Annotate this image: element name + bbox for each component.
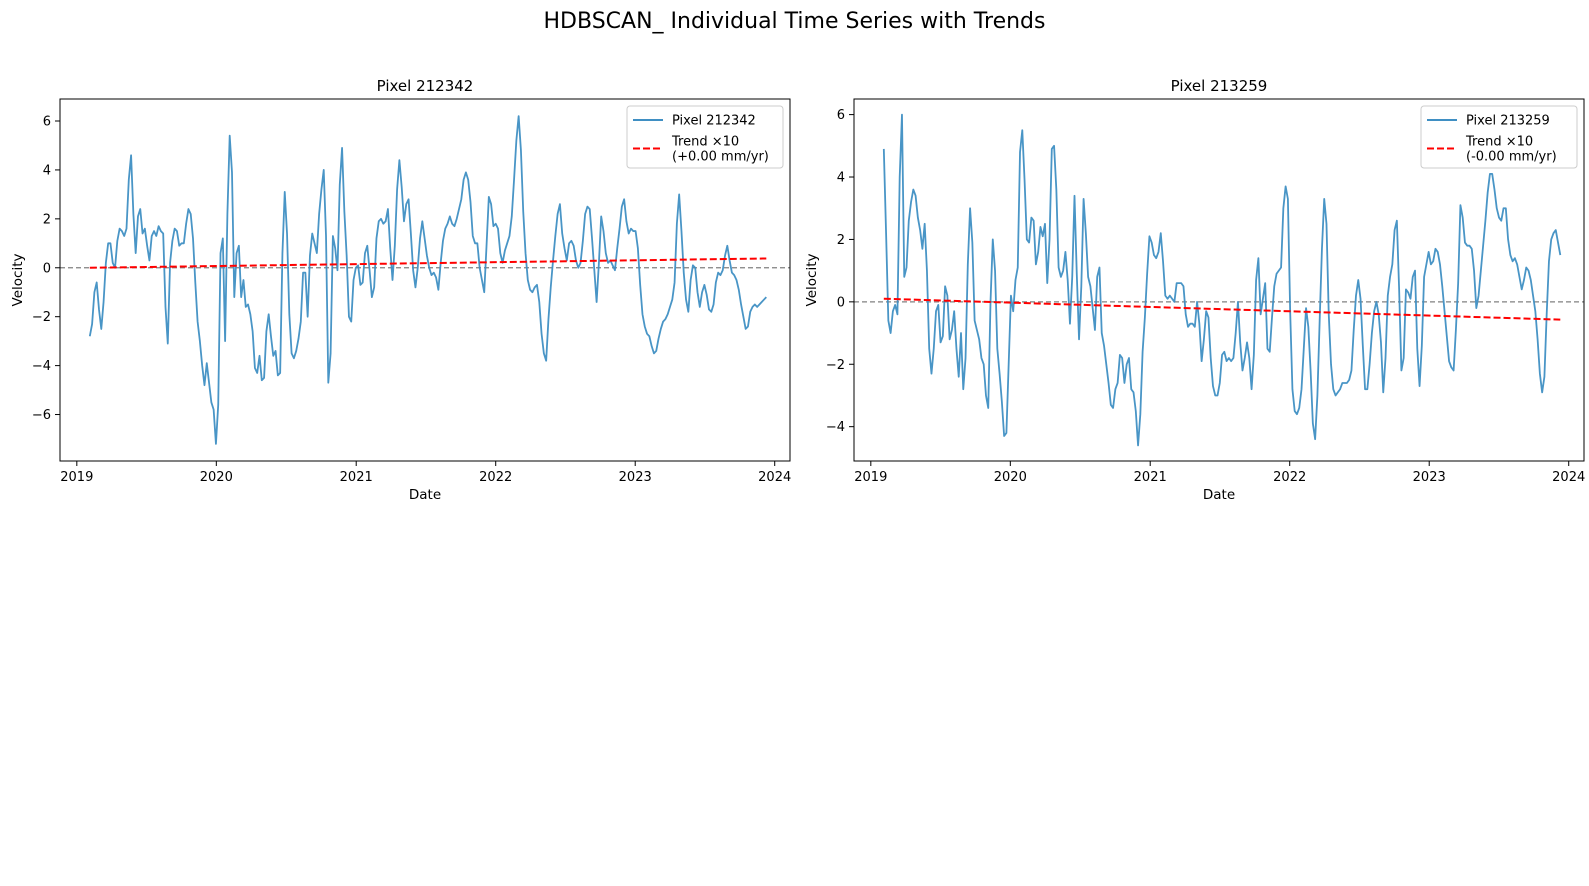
ax1-y-tick-label: −2 bbox=[826, 358, 845, 373]
ax0-x-tick-label: 2022 bbox=[479, 470, 512, 485]
ax1-x-tick-label: 2020 bbox=[994, 470, 1027, 485]
ax0-y-tick-label: −6 bbox=[32, 408, 51, 423]
ax1-x-tick-label: 2023 bbox=[1413, 470, 1446, 485]
ax0-y-tick-label: 6 bbox=[43, 115, 51, 130]
ax0-x-axis-label: Date bbox=[409, 487, 441, 503]
ax1-title: Pixel 213259 bbox=[1171, 77, 1268, 95]
ax0-x-tick-label: 2023 bbox=[619, 470, 652, 485]
subplot-pixel-213259: Pixel 213259 2019 2020 2021 2022 2023 2024 −4 −2… bbox=[804, 77, 1585, 503]
ax0-y-tick-label: −4 bbox=[32, 359, 51, 374]
ax0-legend-entry: Pixel 212342 bbox=[672, 114, 756, 129]
ax1-legend: Pixel 213259 Trend ×10 (-0.00 mm/yr) bbox=[1420, 105, 1578, 169]
figure-title: HDBSCAN_ Individual Time Series with Tre… bbox=[544, 9, 1046, 34]
ax0-y-tick-label: −2 bbox=[32, 310, 51, 325]
subplot-pixel-212342: Pixel 212342 2019 2020 2021 2022 2023 2024 −6 −4… bbox=[10, 77, 791, 503]
ax1-x-tick-label: 2024 bbox=[1552, 470, 1585, 485]
ax0-y-tick-label: 4 bbox=[43, 163, 51, 178]
ax1-series-line bbox=[882, 113, 1562, 447]
ax1-y-tick-label: −4 bbox=[826, 420, 845, 435]
ax0-x-tick-label: 2021 bbox=[340, 470, 373, 485]
ax0-x-tick-label: 2020 bbox=[200, 470, 233, 485]
ax1-axes-frame bbox=[853, 98, 1585, 462]
ax1-y-axis-label: Velocity bbox=[804, 254, 820, 307]
ax1-y-tick-label: 0 bbox=[837, 295, 845, 310]
ax1-legend-frame bbox=[1420, 105, 1578, 169]
ax0-y-tick-label: 2 bbox=[43, 212, 51, 227]
ax1-y-tick-label: 6 bbox=[837, 108, 845, 123]
ax1-y-tick-label: 2 bbox=[837, 233, 845, 248]
ax1-x-tick-label: 2022 bbox=[1273, 470, 1306, 485]
ax0-title: Pixel 212342 bbox=[377, 77, 474, 95]
ax0-y-tick-label: 0 bbox=[43, 261, 51, 276]
ax0-series-line bbox=[88, 115, 767, 445]
ax0-legend: Pixel 212342 Trend ×10 (+0.00 mm/yr) bbox=[626, 105, 784, 169]
ax1-x-tick-label: 2019 bbox=[854, 470, 887, 485]
ax0-legend-frame bbox=[626, 105, 784, 169]
ax1-x-tick-label: 2021 bbox=[1134, 470, 1167, 485]
ax1-trend-line bbox=[883, 297, 1561, 321]
ax0-legend-entry: Trend ×10 (+0.00 mm/yr) bbox=[671, 135, 769, 165]
ax0-x-tick-label: 2024 bbox=[758, 470, 791, 485]
ax0-y-axis-label: Velocity bbox=[10, 254, 26, 307]
ax1-y-tick-label: 4 bbox=[837, 171, 845, 186]
ax1-legend-entry: Pixel 213259 bbox=[1466, 114, 1550, 129]
ax0-trend-line bbox=[89, 257, 767, 269]
ax0-axes-frame bbox=[59, 98, 791, 462]
ax1-legend-entry: Trend ×10 (-0.00 mm/yr) bbox=[1465, 135, 1557, 165]
ax0-x-tick-label: 2019 bbox=[60, 470, 93, 485]
ax1-x-axis-label: Date bbox=[1203, 487, 1235, 503]
